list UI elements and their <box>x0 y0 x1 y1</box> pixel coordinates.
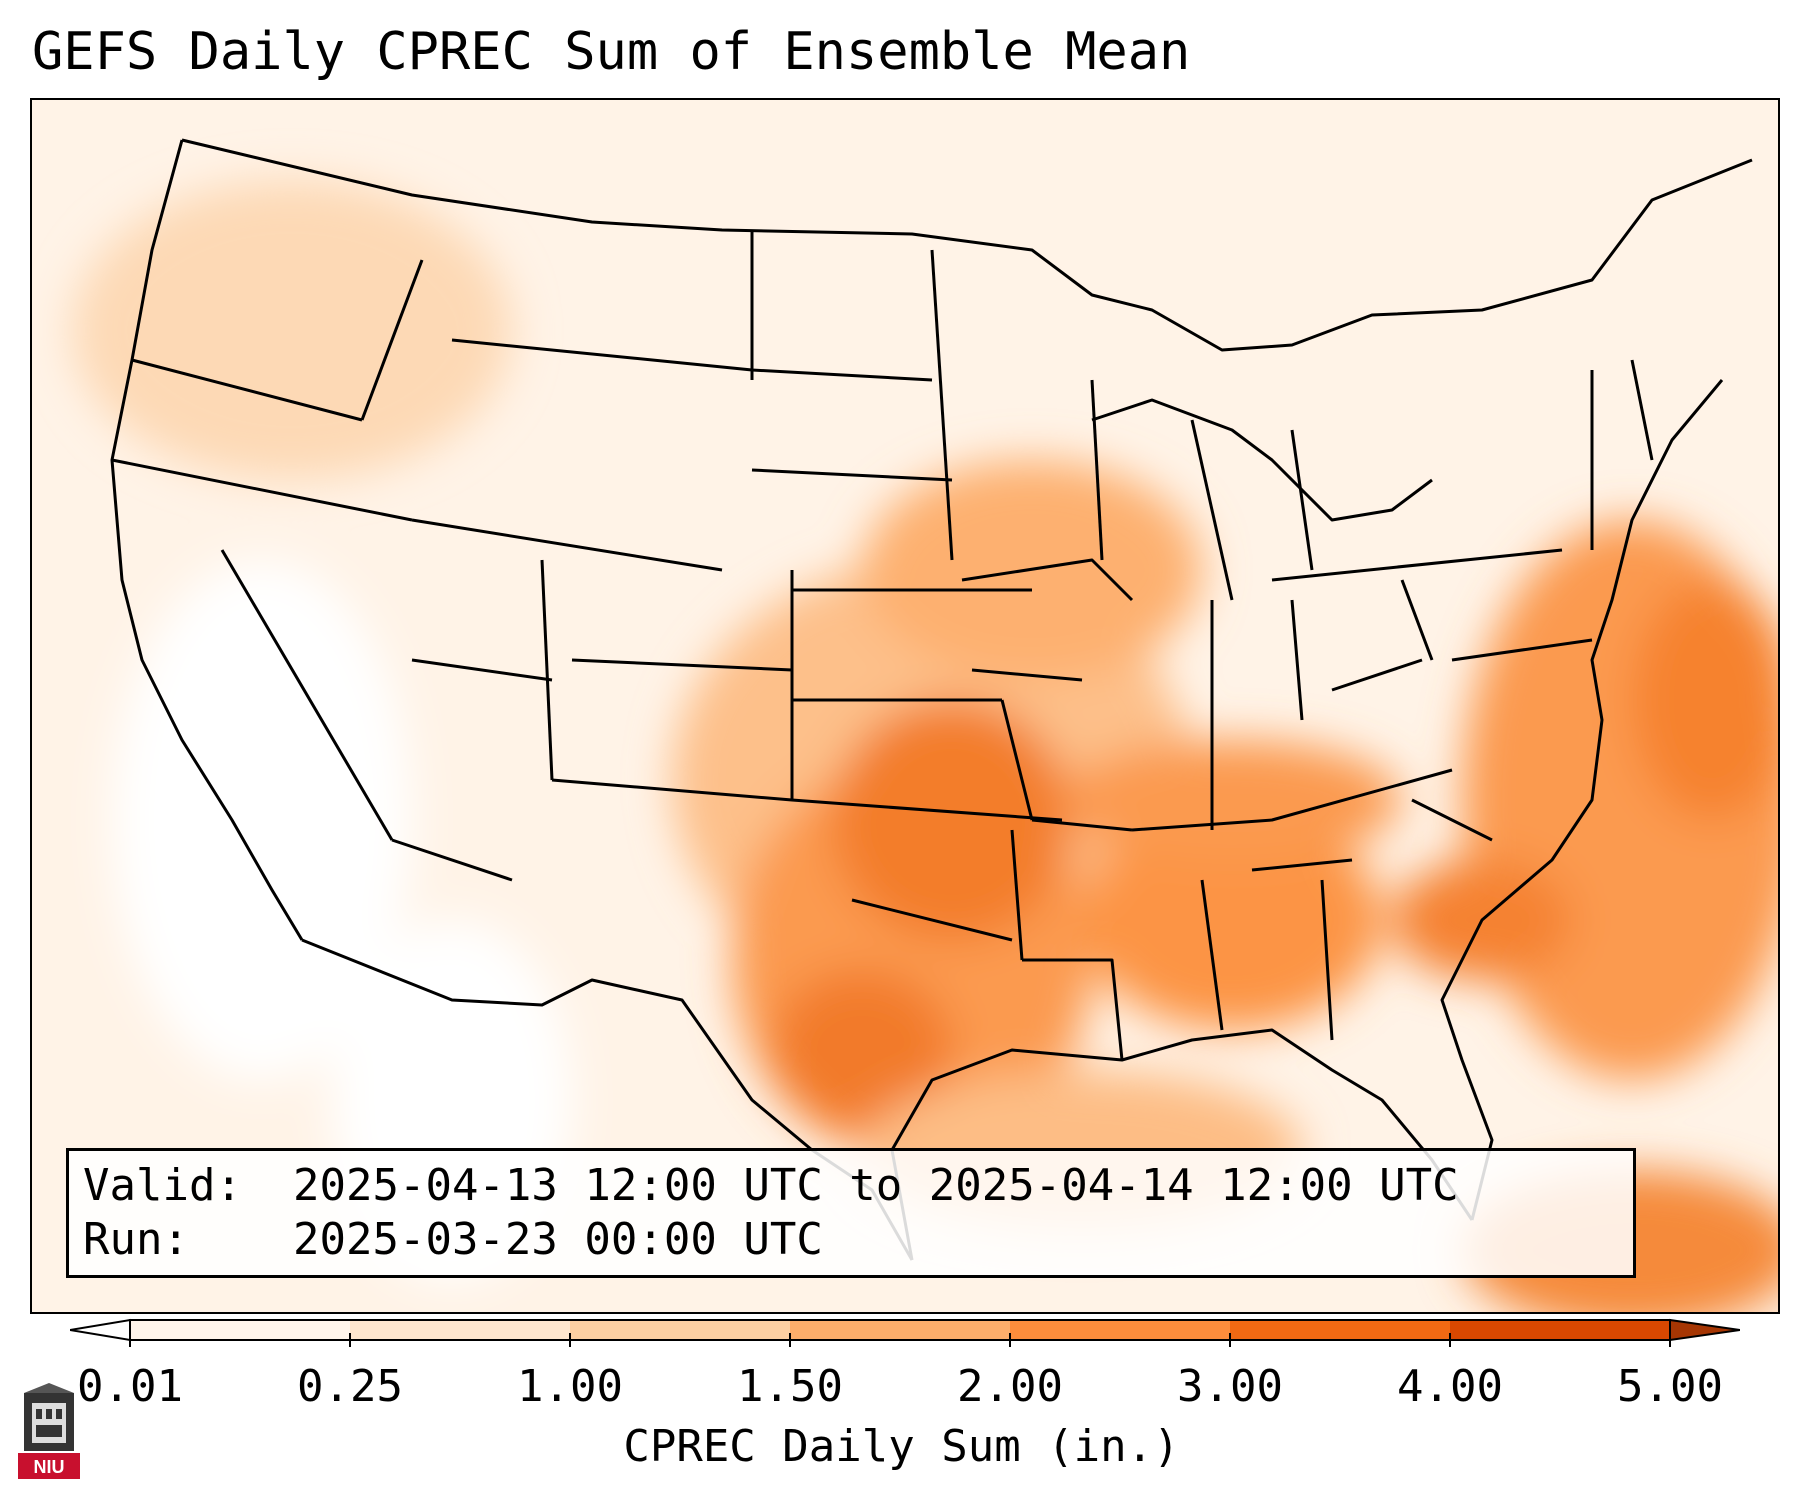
line-38 <box>1190 419 1234 601</box>
colorbar-segment <box>1230 1320 1451 1340</box>
great-lakes <box>1091 398 1433 522</box>
colorbar-segment <box>790 1320 1011 1340</box>
line-33 <box>1451 638 1593 662</box>
line-11 <box>571 658 793 672</box>
line-3 <box>220 549 394 841</box>
line-40 <box>1290 429 1314 571</box>
us-canada-border <box>181 138 1753 352</box>
line-29 <box>1251 858 1353 872</box>
colorbar-ticks <box>129 1333 1671 1347</box>
colorbar-tick-label: 0.25 <box>297 1361 403 1412</box>
precip-map <box>32 100 1778 1312</box>
us-coast-west <box>110 139 304 941</box>
colorbar-tick-label: 1.50 <box>737 1361 843 1412</box>
precip-texas-coast <box>772 970 952 1130</box>
line-32 <box>1271 548 1563 582</box>
colorbar-frame <box>129 1319 1671 1341</box>
colorbar-tick-label: 3.00 <box>1177 1361 1283 1412</box>
precip-tennessee <box>1062 740 1402 860</box>
gulf-coast <box>890 1028 1474 1261</box>
line-9 <box>391 838 513 882</box>
line-4 <box>360 259 424 421</box>
atlantic-coast <box>1440 379 1724 1221</box>
line-24 <box>1031 818 1133 832</box>
colorbar-label: CPREC Daily Sum (in.) <box>623 1421 1180 1472</box>
run-row: Run: 2025-03-23 00:00 UTC <box>83 1213 1619 1267</box>
valid-value: 2025-04-13 12:00 UTC to 2025-04-14 12:00… <box>293 1160 1459 1211</box>
colorbar-segment <box>350 1320 571 1340</box>
colorbar-segment <box>1450 1320 1671 1340</box>
run-label: Run: <box>83 1214 189 1265</box>
line-19 <box>971 668 1083 682</box>
line-31 <box>1320 879 1334 1041</box>
line-2 <box>111 458 413 522</box>
colorbar-tick-label: 1.00 <box>517 1361 623 1412</box>
colorbar-segment <box>570 1320 791 1340</box>
valid-row: Valid: 2025-04-13 12:00 UTC to 2025-04-1… <box>83 1159 1619 1213</box>
line-20 <box>851 898 1013 942</box>
valid-label: Valid: <box>83 1160 242 1211</box>
precip-field <box>72 180 1778 1312</box>
line-18 <box>961 558 1134 602</box>
line-23 <box>1000 699 1034 821</box>
colorbar-segment <box>1010 1320 1231 1340</box>
map-panel <box>30 98 1780 1314</box>
line-21 <box>1010 829 1024 961</box>
line-36 <box>1331 658 1423 692</box>
precip-atlantic-core <box>1632 580 1778 820</box>
colorbar <box>70 1318 1740 1342</box>
line-14 <box>930 249 954 561</box>
run-value: 2025-03-23 00:00 UTC <box>293 1214 823 1265</box>
line-35 <box>1630 359 1654 461</box>
svg-text:NIU: NIU <box>34 1457 65 1477</box>
line-5 <box>411 518 723 572</box>
line-37 <box>1411 798 1493 842</box>
line-25 <box>1131 768 1453 832</box>
line-7 <box>540 559 554 781</box>
precip-ozarks <box>832 700 1072 940</box>
page-title: GEFS Daily CPREC Sum of Ensemble Mean <box>32 22 1191 82</box>
precip-northwest <box>72 180 512 480</box>
line-22 <box>1022 958 1124 1061</box>
niu-logo: NIU <box>18 1383 80 1479</box>
colorbar-tick-label: 4.00 <box>1397 1361 1503 1412</box>
colorbar-tick-label: 0.01 <box>77 1361 183 1412</box>
boundary-lines <box>110 138 1753 1261</box>
line-1 <box>131 358 363 422</box>
colorbar-tick-label: 5.00 <box>1617 1361 1723 1412</box>
line-27 <box>1290 599 1304 721</box>
colorbar-segment <box>130 1320 351 1340</box>
line-8 <box>411 658 553 682</box>
colorbar-tick-label: 2.00 <box>957 1361 1063 1412</box>
line-30 <box>1200 879 1224 1031</box>
line-15 <box>751 468 953 482</box>
line-39 <box>1090 379 1104 561</box>
validity-info-box: Valid: 2025-04-13 12:00 UTC to 2025-04-1… <box>66 1148 1636 1278</box>
precip-dry-west <box>112 560 412 1080</box>
line-28 <box>1400 579 1434 661</box>
